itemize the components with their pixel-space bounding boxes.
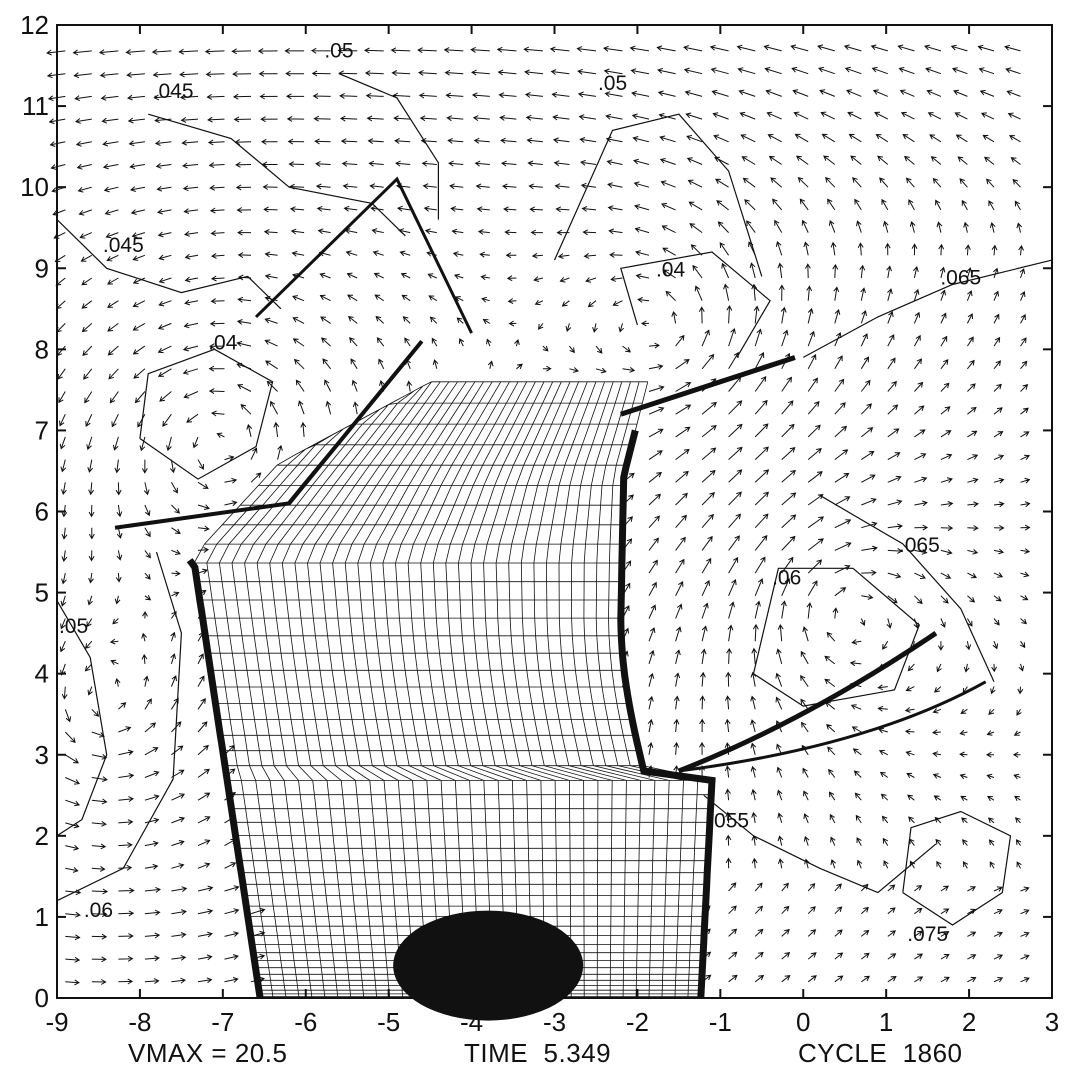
contour-label: .06: [84, 899, 113, 922]
y-tick-label: 2: [35, 821, 49, 851]
contour-06-left: [56, 551, 183, 902]
contour-05-top: [338, 73, 439, 220]
contour-045-top: [148, 113, 406, 237]
contour-label: .05: [598, 72, 627, 95]
y-tick-label: 1: [35, 902, 49, 932]
x-tick-label: -6: [294, 1007, 317, 1037]
contour-label: .05: [59, 615, 88, 638]
lagrangian-mesh: [114, 176, 987, 1021]
cycle-label: CYCLE 1860: [798, 1038, 963, 1068]
right-arm: [677, 631, 938, 774]
contour-04-left: [139, 348, 274, 480]
contour-05-right: [553, 113, 763, 277]
y-tick-label: 7: [35, 415, 49, 445]
x-tick-label: 2: [962, 1007, 976, 1037]
contour-075: [902, 810, 1012, 926]
density-contours: [56, 73, 1053, 926]
contour-label: .06: [772, 566, 801, 589]
y-tick-label: 11: [22, 91, 49, 121]
contour-label: .075: [907, 923, 948, 946]
contour-055: [703, 794, 937, 894]
x-tick-label: -4: [460, 1007, 483, 1037]
x-tick-label: -8: [128, 1007, 151, 1037]
right-arm-lower: [678, 680, 987, 773]
x-tick-label: -9: [45, 1007, 68, 1037]
x-tick-label: -3: [543, 1007, 566, 1037]
x-tick-label: 0: [796, 1007, 810, 1037]
y-tick-label: 4: [35, 659, 49, 689]
contour-04-right: [620, 251, 771, 358]
x-tick-label: -7: [211, 1007, 234, 1037]
y-tick-label: 3: [35, 740, 49, 770]
top-spike: [254, 176, 473, 334]
contour-label: .045: [103, 234, 144, 257]
x-tick-label: 1: [879, 1007, 893, 1037]
contour-06-right: [752, 567, 921, 707]
contour-label: .05: [324, 39, 353, 62]
mesh-core: [393, 910, 584, 1021]
contour-label: .04: [208, 331, 238, 354]
velocity-arrows: [46, 44, 1031, 986]
contour-05-left: [56, 600, 108, 837]
x-tick-label: -1: [709, 1007, 732, 1037]
contour-labels: .05 .045 .05 .045 .04 .065 .04 .065 .06 .05 .055 .0…: [59, 39, 981, 946]
x-tick-label: -5: [377, 1007, 400, 1037]
left-arm: [114, 339, 424, 530]
mesh-lines: [193, 381, 713, 999]
contour-label: .065: [899, 534, 940, 557]
y-tick-label: 5: [35, 578, 49, 608]
contour-label: .045: [153, 80, 194, 103]
contour-045-left: [56, 219, 282, 310]
x-tick-label: -2: [626, 1007, 649, 1037]
y-tick-label: 12: [20, 10, 49, 40]
right-boundary: [617, 429, 716, 999]
y-tick-label: 9: [35, 253, 49, 283]
vmax-label: VMAX = 20.5: [128, 1038, 288, 1068]
contour-label: .04: [656, 258, 686, 281]
contour-065-top: [803, 259, 1053, 358]
arrow-glyphs: [46, 44, 1031, 986]
contour-065-right: [819, 494, 995, 683]
y-tick-label: 6: [35, 497, 49, 527]
y-tick-label: 10: [20, 172, 49, 202]
x-tick-label: 3: [1045, 1007, 1059, 1037]
left-boundary: [186, 558, 264, 999]
upper-right-arm: [620, 355, 796, 417]
time-label: TIME 5.349: [464, 1038, 612, 1068]
contour-label: .065: [940, 266, 981, 289]
contour-label: .055: [708, 810, 749, 833]
y-tick-label: 8: [35, 334, 49, 364]
y-tick-label: 0: [35, 983, 49, 1013]
